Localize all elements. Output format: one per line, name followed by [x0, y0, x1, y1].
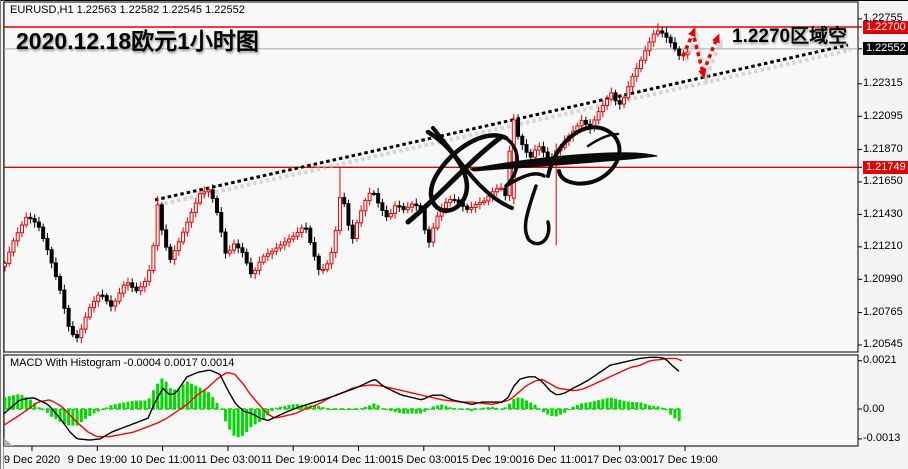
macd-indicator — [4, 356, 683, 441]
price-axis-label: 1.20545 — [863, 338, 903, 351]
macd-indicator-label: MACD With Histogram -0.0004 0.0017 0.001… — [10, 357, 235, 369]
red-zigzag-arrow[interactable] — [681, 27, 723, 85]
macd-scale-label: -0.0013 — [863, 432, 901, 445]
arrowhead-up-icon — [712, 33, 720, 44]
time-axis-label: 16 Dec 11:00 — [522, 454, 587, 466]
time-axis-label: 14 Dec 11:00 — [326, 454, 391, 466]
macd-pane-background[interactable] — [4, 355, 858, 446]
macd-scale-label: 0.0021 — [863, 354, 897, 367]
price-axis-label: 1.21650 — [863, 175, 903, 188]
price-axis-label: 1.21870 — [863, 142, 903, 155]
trendline-dotted[interactable] — [154, 43, 852, 207]
arrowhead-up-icon — [688, 27, 696, 38]
time-axis-label: 15 Dec 19:00 — [456, 454, 522, 466]
pane-resize-corner[interactable] — [4, 438, 13, 446]
main-pane-border — [3, 1, 859, 353]
time-axis-label: 15 Dec 03:00 — [391, 454, 457, 466]
arrowhead-down-icon — [698, 69, 707, 79]
page-title: 2020.12.18欧元1小时图 — [16, 28, 259, 54]
price-axis-label: 1.21430 — [863, 207, 903, 220]
time-axis-label: 9 Dec 19:00 — [67, 454, 127, 466]
price-axis-label: 1.22095 — [863, 109, 903, 122]
time-axis-label: 10 Dec 11:00 — [130, 454, 195, 466]
horizontal-price-lines — [4, 26, 858, 169]
price-axis-label: 1.22552 — [863, 42, 908, 56]
price-axis-label: 1.20765 — [863, 306, 903, 319]
zone-annotation: 1.2270区域空 — [732, 26, 848, 47]
price-axis-label: 1.22315 — [863, 77, 903, 90]
time-axis-label: 9 Dec 2020 — [3, 454, 61, 466]
main-pane-background[interactable] — [4, 2, 858, 352]
price-axis-label: 1.20990 — [863, 272, 903, 285]
time-axis-label: 11 Dec 19:00 — [260, 454, 326, 466]
price-axis-label: 1.21749 — [863, 160, 908, 174]
symbol-ohlc-readout: EURUSD,H1 1.22563 1.22582 1.22545 1.2255… — [10, 4, 245, 16]
time-axis-label: 17 Dec 19:00 — [652, 454, 718, 466]
macd-scale-label: 0.00 — [863, 402, 885, 415]
price-axis-label: 1.22700 — [863, 20, 908, 34]
axis-ticks — [31, 18, 862, 451]
signature-scribble — [405, 125, 658, 246]
time-axis-label: 17 Dec 03:00 — [586, 454, 653, 466]
price-axis-label: 1.21210 — [863, 240, 903, 253]
time-axis-label: 11 Dec 03:00 — [195, 454, 261, 466]
